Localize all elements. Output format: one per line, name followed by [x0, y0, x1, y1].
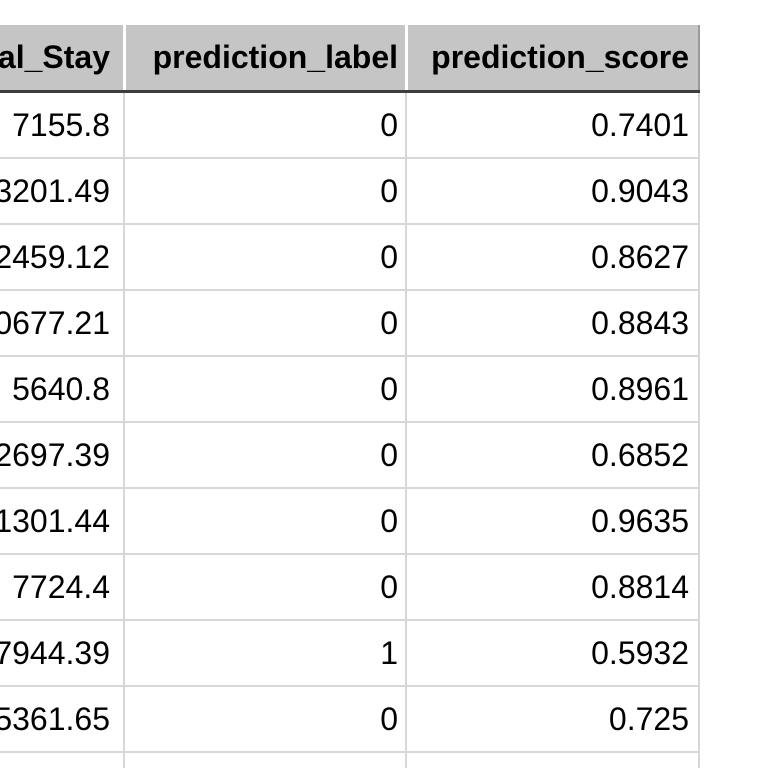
table-row: 2459.12 0 0.8627 [0, 225, 700, 291]
cell-al-stay: 5640.8 [12, 371, 110, 407]
cell-prediction-label: 1 [123, 621, 405, 685]
cell-prediction-label: 0 [123, 225, 405, 289]
cell-prediction-label: 0 [123, 423, 405, 487]
cell-al-stay: 7724.4 [12, 569, 110, 605]
cell-prediction-label: 0 [123, 489, 405, 553]
cell-prediction-score: 0.8961 [405, 357, 700, 421]
cell-prediction-label: 0 [123, 357, 405, 421]
column-header-prediction-score: prediction_score [405, 25, 700, 90]
table-row: 7724.4 0 0.8814 [0, 555, 700, 621]
table-row: 5361.65 0 0.725 [0, 687, 700, 753]
cell-prediction-score [405, 753, 700, 768]
cell-prediction-label [123, 753, 405, 768]
cell-al-stay: 3201.49 [0, 173, 110, 209]
cell-prediction-score: 0.8814 [405, 555, 700, 619]
cell-al-stay: 1301.44 [0, 503, 110, 539]
cell-al-stay: 7155.8 [12, 107, 110, 143]
table-row: 0677.21 0 0.8843 [0, 291, 700, 357]
cell-prediction-score: 0.9635 [405, 489, 700, 553]
table-row: 5640.8 0 0.8961 [0, 357, 700, 423]
table-row: 1301.44 0 0.9635 [0, 489, 700, 555]
table-row: 7155.8 0 0.7401 [0, 93, 700, 159]
cell-prediction-label: 0 [123, 555, 405, 619]
predictions-table: al_Stay prediction_label prediction_scor… [0, 25, 700, 768]
cell-prediction-score: 0.9043 [405, 159, 700, 223]
cell-prediction-score: 0.8843 [405, 291, 700, 355]
cell-al-stay: 0677.21 [0, 305, 110, 341]
column-header-prediction-label: prediction_label [123, 25, 405, 90]
cell-prediction-score: 0.7401 [405, 93, 700, 157]
table-row: 3201.49 0 0.9043 [0, 159, 700, 225]
cell-prediction-label: 0 [123, 687, 405, 751]
cell-prediction-score: 0.6852 [405, 423, 700, 487]
cell-prediction-score: 0.5932 [405, 621, 700, 685]
cell-al-stay: 2459.12 [0, 239, 110, 275]
cell-al-stay [0, 753, 123, 768]
table-row-partial [0, 753, 700, 768]
cell-prediction-label: 0 [123, 93, 405, 157]
table-row: 7944.39 1 0.5932 [0, 621, 700, 687]
cell-prediction-label: 0 [123, 291, 405, 355]
cell-prediction-score: 0.8627 [405, 225, 700, 289]
cell-al-stay: 7944.39 [0, 635, 110, 671]
cell-prediction-label: 0 [123, 159, 405, 223]
cell-al-stay: 2697.39 [0, 437, 110, 473]
table-row: 2697.39 0 0.6852 [0, 423, 700, 489]
cell-prediction-score: 0.725 [405, 687, 700, 751]
table-header-row: al_Stay prediction_label prediction_scor… [0, 25, 700, 93]
cell-al-stay: 5361.65 [0, 701, 110, 737]
column-header-al-stay: al_Stay [0, 39, 110, 75]
